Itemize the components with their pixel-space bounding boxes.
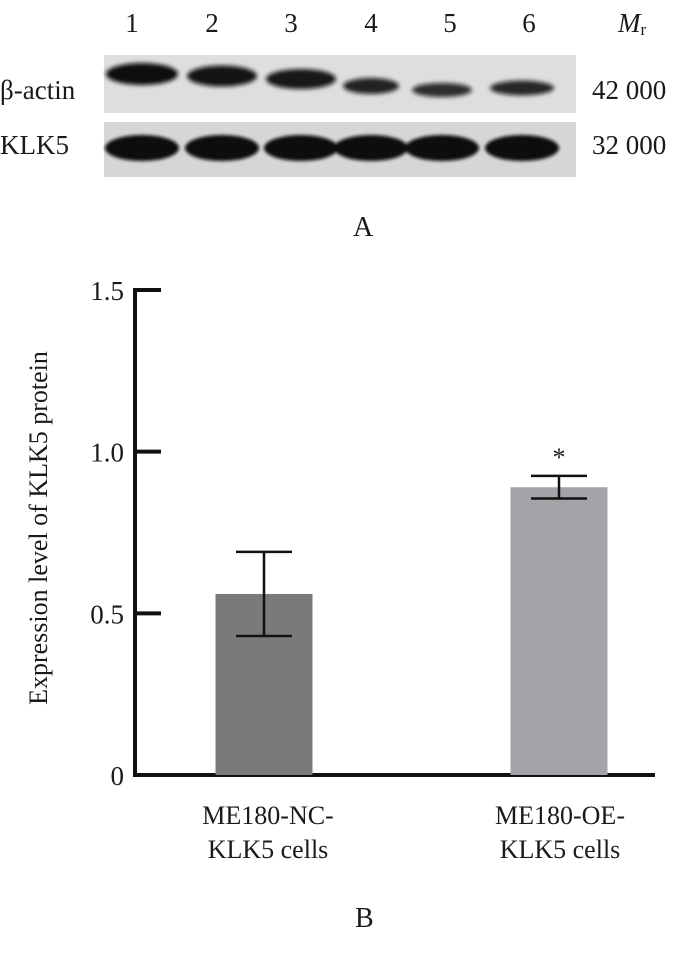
klk5-band-2 (185, 135, 259, 161)
panel-a-label: A (353, 212, 374, 243)
y-tick-label: 1.5 (90, 276, 124, 306)
actin-band-3 (266, 69, 336, 89)
molecular-mass-header: Mr (618, 8, 646, 40)
actin-band-4 (343, 78, 399, 94)
bar-2 (510, 487, 608, 775)
x-category-nc-line2: KLK5 cells (207, 834, 329, 864)
actin-band-2 (187, 65, 257, 87)
x-category-label-nc: ME180-NC- KLK5 cells (163, 799, 373, 867)
y-tick-label: 0 (111, 761, 125, 791)
blot-row-label-klk5: KLK5 (0, 130, 69, 160)
klk5-band-6 (485, 135, 559, 161)
klk5-band-5 (405, 135, 479, 161)
klk5-band-4 (334, 135, 408, 161)
x-category-label-oe: ME180-OE- KLK5 cells (455, 799, 665, 867)
x-category-oe-line2: KLK5 cells (499, 834, 621, 864)
significance-marker: * (553, 443, 566, 472)
actin-band-5 (412, 83, 472, 97)
x-category-oe-line1: ME180-OE- (495, 801, 625, 830)
blot-row-mass-klk5: 32 000 (592, 130, 667, 160)
klk5-band-1 (105, 135, 179, 161)
blot-image (104, 55, 576, 177)
panel-b-label: B (355, 903, 374, 934)
lane-label-2: 2 (205, 8, 219, 38)
y-tick-label: 0.5 (90, 599, 124, 629)
lane-label-4: 4 (364, 8, 378, 38)
actin-band-1 (106, 63, 178, 85)
blot-row-label-actin: β-actin (0, 75, 76, 105)
blot-row-mass-actin: 42 000 (592, 75, 667, 105)
y-tick-label: 1.0 (90, 438, 124, 468)
actin-band-6 (490, 80, 554, 96)
mr-symbol: M (618, 8, 641, 38)
x-category-nc-line1: ME180-NC- (202, 801, 334, 830)
lane-label-3: 3 (284, 8, 298, 38)
lane-label-6: 6 (522, 8, 536, 38)
klk5-band-3 (264, 135, 338, 161)
mr-subscript: r (640, 20, 647, 39)
lane-label-5: 5 (443, 8, 457, 38)
lane-label-1: 1 (125, 8, 139, 38)
